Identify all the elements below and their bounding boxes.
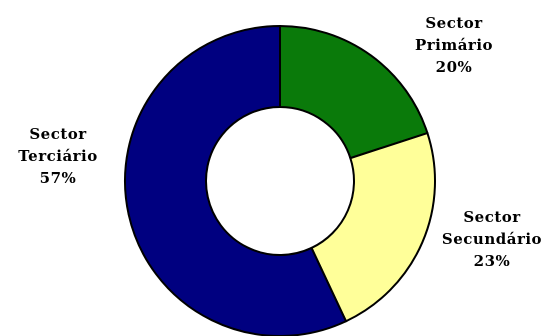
slice-label-line2: Terciário xyxy=(18,147,98,165)
donut-slice-2 xyxy=(310,131,436,323)
slice-label-3: Sector Terciário 57% xyxy=(18,125,98,187)
slice-label-value-label: 20% xyxy=(436,58,473,76)
slice-label-line2: Secundário xyxy=(442,230,542,248)
slice-label-line1: Sector xyxy=(463,208,521,226)
slice-label-line1: Sector xyxy=(425,14,483,32)
slice-label-line1: Sector xyxy=(29,125,87,143)
donut-slice-3 xyxy=(124,24,348,336)
slice-label-2: Sector Secundário 23% xyxy=(442,208,542,270)
donut-slices xyxy=(124,24,436,336)
slice-label-value-label: 23% xyxy=(474,252,511,270)
slice-label-value-label: 57% xyxy=(40,169,77,187)
donut-slice-1 xyxy=(279,24,429,160)
slice-labels: SectorPrimário20%SectorSecundário23%Sect… xyxy=(18,14,542,270)
slice-label-line2: Primário xyxy=(415,36,493,54)
slice-label-1: Sector Primário 20% xyxy=(415,14,493,76)
